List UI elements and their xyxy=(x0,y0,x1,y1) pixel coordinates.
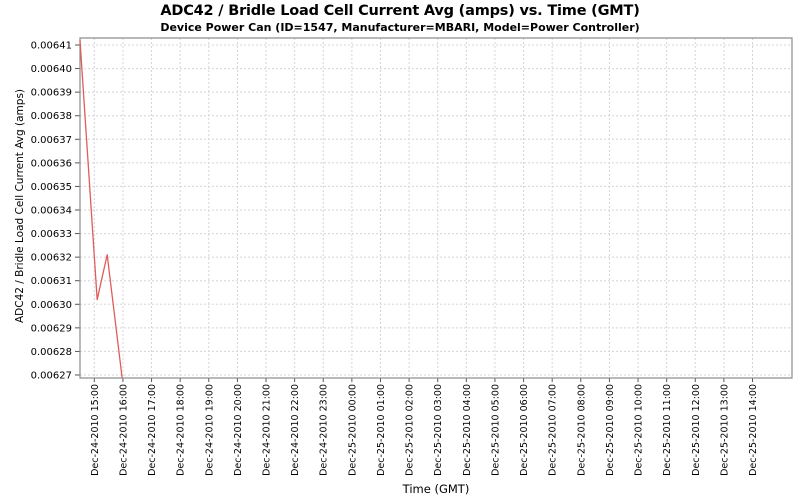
y-tick-label: 0.00634 xyxy=(31,206,72,217)
y-tick-label: 0.00639 xyxy=(31,88,72,99)
x-tick-label: Dec-25-2010 10:00 xyxy=(634,384,645,476)
x-tick-label: Dec-24-2010 22:00 xyxy=(290,384,301,476)
x-tick-label: Dec-25-2010 11:00 xyxy=(662,384,673,476)
y-tick-label: 0.00628 xyxy=(31,347,72,358)
x-tick-label: Dec-24-2010 15:00 xyxy=(90,384,101,476)
y-tick-label: 0.00632 xyxy=(31,253,72,264)
x-tick-label: Dec-25-2010 01:00 xyxy=(376,384,387,476)
x-tick-label: Dec-25-2010 07:00 xyxy=(548,384,559,476)
x-tick-label: Dec-24-2010 18:00 xyxy=(176,384,187,476)
x-tick-label: Dec-25-2010 02:00 xyxy=(405,384,416,476)
x-tick-label: Dec-24-2010 19:00 xyxy=(204,384,215,476)
x-tick-label: Dec-25-2010 06:00 xyxy=(519,384,530,476)
y-tick-label: 0.00638 xyxy=(31,111,72,122)
x-tick-label: Dec-25-2010 14:00 xyxy=(748,384,759,476)
x-tick-label: Dec-25-2010 04:00 xyxy=(462,384,473,476)
y-tick-label: 0.00635 xyxy=(31,182,72,193)
series-line xyxy=(79,39,123,379)
x-axis-title: Time (GMT) xyxy=(402,482,470,496)
y-tick-label: 0.00640 xyxy=(31,64,72,75)
y-tick-label: 0.00633 xyxy=(31,229,72,240)
x-tick-label: Dec-24-2010 21:00 xyxy=(262,384,273,476)
y-tick-label: 0.00631 xyxy=(31,276,72,287)
chart-subtitle: Device Power Can (ID=1547, Manufacturer=… xyxy=(160,21,640,34)
x-tick-label: Dec-25-2010 12:00 xyxy=(691,384,702,476)
x-tick-label: Dec-24-2010 17:00 xyxy=(147,384,158,476)
x-tick-label: Dec-25-2010 03:00 xyxy=(433,384,444,476)
y-tick-label: 0.00637 xyxy=(31,135,72,146)
y-tick-label: 0.00629 xyxy=(31,323,72,334)
x-tick-label: Dec-25-2010 08:00 xyxy=(576,384,587,476)
x-tick-label: Dec-24-2010 20:00 xyxy=(233,384,244,476)
x-tick-label: Dec-24-2010 16:00 xyxy=(118,384,129,476)
chart-title: ADC42 / Bridle Load Cell Current Avg (am… xyxy=(160,3,640,19)
plot-border xyxy=(79,37,793,379)
y-tick-label: 0.00627 xyxy=(31,371,72,382)
x-tick-label: Dec-25-2010 09:00 xyxy=(605,384,616,476)
y-tick-label: 0.00636 xyxy=(31,158,72,169)
x-tick-label: Dec-25-2010 00:00 xyxy=(347,384,358,476)
x-tick-label: Dec-25-2010 05:00 xyxy=(490,384,501,476)
y-tick-label: 0.00630 xyxy=(31,300,72,311)
x-tick-label: Dec-24-2010 23:00 xyxy=(319,384,330,476)
x-tick-label: Dec-25-2010 13:00 xyxy=(719,384,730,476)
y-tick-label: 0.00641 xyxy=(31,41,72,52)
